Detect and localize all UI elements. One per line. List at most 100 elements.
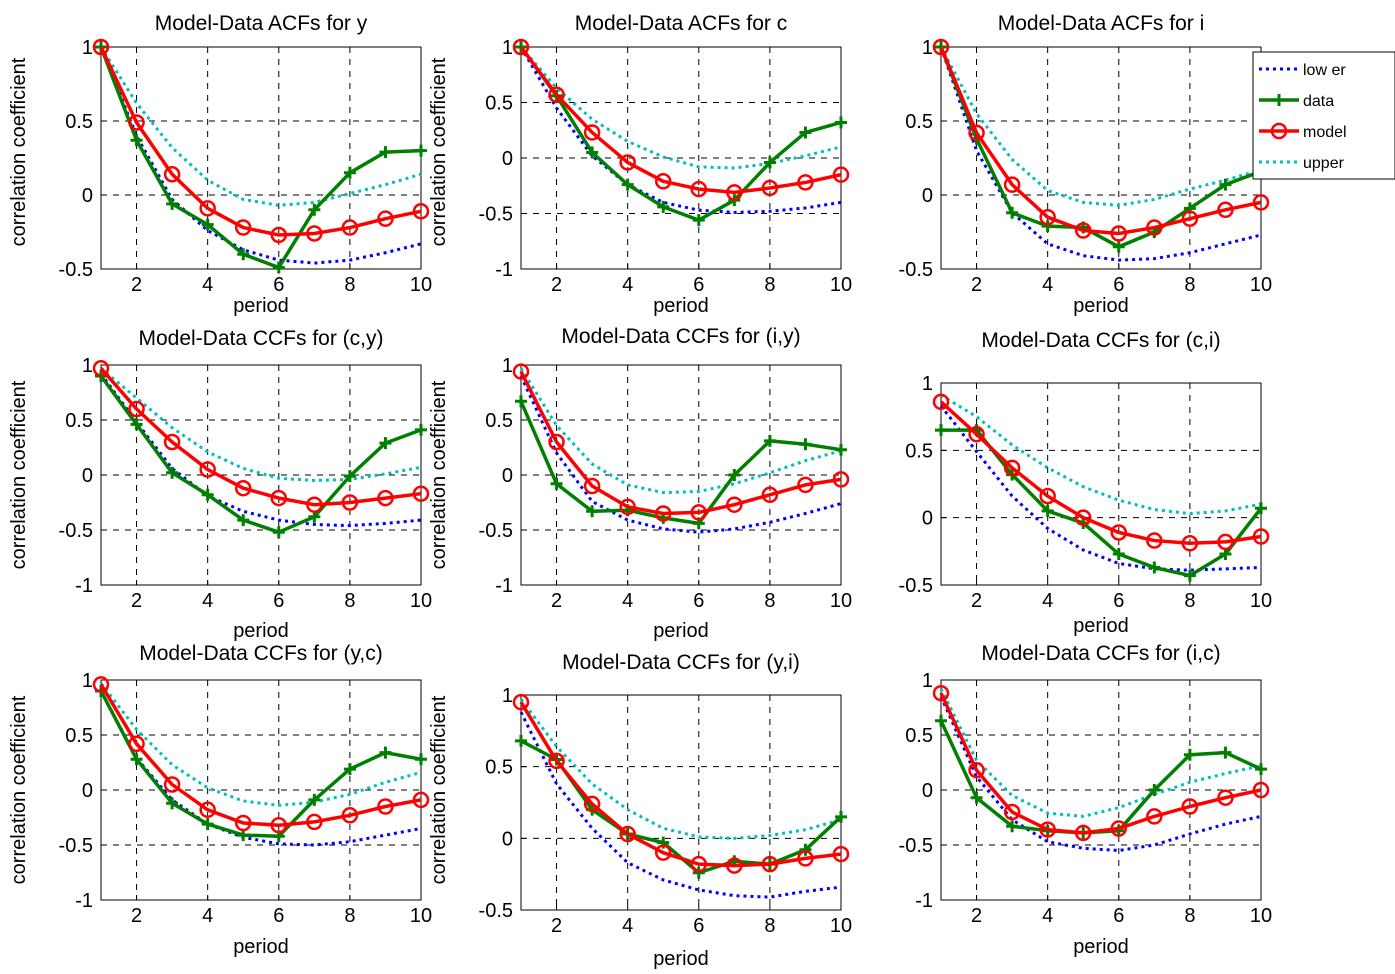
model-marker-9 <box>832 471 850 488</box>
x-axis-label: period <box>653 620 709 642</box>
x-tick-label: 6 <box>1113 274 1124 296</box>
y-tick-label: -1 <box>75 575 93 597</box>
x-tick-label: 6 <box>273 590 284 612</box>
y-tick-label: 0 <box>82 465 93 487</box>
data-marker-2 <box>166 797 179 810</box>
data-marker-7 <box>343 470 356 483</box>
model-marker-3 <box>199 200 216 217</box>
x-tick-label: 2 <box>551 274 562 296</box>
model-marker-2 <box>583 795 601 813</box>
data-series-line <box>99 46 422 270</box>
model-marker-6 <box>1146 219 1163 236</box>
model-series-line <box>99 46 422 237</box>
y-tick-label: 0.5 <box>65 725 93 747</box>
data-marker-9 <box>415 423 427 436</box>
lower-series-line <box>519 375 842 534</box>
model-marker-6 <box>726 496 743 513</box>
model-series-line <box>519 45 842 195</box>
y-tick-label: 1 <box>502 355 513 377</box>
model-marker-0 <box>92 360 110 377</box>
panel-title: Model-Data ACFs for c <box>575 12 787 35</box>
y-tick-label: -1 <box>915 890 933 912</box>
model-marker-9 <box>412 485 430 502</box>
model-marker-3 <box>199 461 216 478</box>
x-tick-label: 8 <box>344 905 355 927</box>
model-marker-5 <box>690 180 708 198</box>
data-marker-7 <box>763 156 776 169</box>
x-axis-label: period <box>1073 615 1129 637</box>
model-marker-3 <box>1039 821 1056 838</box>
data-marker-2 <box>586 505 599 518</box>
x-tick-label: 6 <box>1113 905 1124 927</box>
data-marker-6 <box>308 793 321 806</box>
data-marker-7 <box>763 434 776 447</box>
x-tick-label: 8 <box>1184 274 1195 296</box>
model-marker-5 <box>690 855 708 873</box>
data-series-line <box>519 400 842 526</box>
x-tick-label: 10 <box>830 274 852 296</box>
model-marker-2 <box>163 166 181 183</box>
model-marker-3 <box>619 825 636 843</box>
y-tick-label: -0.5 <box>899 259 933 281</box>
model-marker-2 <box>163 776 181 793</box>
data-marker-6 <box>728 469 741 481</box>
model-marker-8 <box>1217 789 1234 806</box>
data-series-line <box>99 690 422 838</box>
model-marker-7 <box>341 494 359 511</box>
x-tick-label: 2 <box>971 590 982 612</box>
lower-series-line <box>519 46 842 214</box>
x-tick-label: 8 <box>764 590 775 612</box>
model-marker-3 <box>1039 208 1056 226</box>
y-tick-label: 0 <box>82 780 93 802</box>
model-marker-4 <box>1074 824 1092 842</box>
data-marker-7 <box>1183 569 1196 582</box>
model-marker-1 <box>128 114 145 131</box>
model-marker-9 <box>412 203 430 220</box>
model-marker-5 <box>1110 225 1128 242</box>
legend-marker-model <box>1270 122 1288 140</box>
data-marker-1 <box>970 791 983 804</box>
y-axis-label: correlation coefficient <box>428 380 450 569</box>
model-marker-5 <box>1110 524 1128 541</box>
x-tick-label: 10 <box>830 915 852 937</box>
y-axis-label: correlation coefficient <box>428 57 450 246</box>
y-tick-label: -0.5 <box>59 520 93 542</box>
data-series-line <box>519 45 842 222</box>
model-marker-5 <box>1110 820 1128 837</box>
x-tick-label: 8 <box>1184 590 1195 612</box>
data-marker-8 <box>379 146 392 159</box>
data-marker-3 <box>201 488 214 501</box>
x-tick-label: 6 <box>1113 590 1124 612</box>
legend-box <box>1252 51 1395 180</box>
model-marker-9 <box>1252 194 1270 211</box>
data-marker-9 <box>415 753 427 766</box>
legend-label-lower: low er <box>1303 62 1346 79</box>
panel-title: Model-Data ACFs for i <box>998 12 1205 35</box>
data-marker-7 <box>1183 748 1196 761</box>
model-marker-4 <box>234 479 252 497</box>
model-marker-2 <box>1003 459 1021 477</box>
y-tick-label: 0.5 <box>65 410 93 432</box>
data-marker-2 <box>166 466 179 479</box>
model-marker-3 <box>199 801 216 819</box>
x-tick-label: 2 <box>551 590 562 612</box>
model-marker-6 <box>306 813 323 831</box>
model-marker-5 <box>270 226 288 244</box>
y-tick-label: -1 <box>495 259 513 281</box>
model-marker-8 <box>1217 533 1234 551</box>
x-tick-label: 10 <box>830 590 852 612</box>
x-axis-label: period <box>233 295 289 317</box>
data-marker-0 <box>935 714 947 727</box>
data-marker-0 <box>515 734 527 747</box>
model-marker-8 <box>797 476 814 494</box>
data-marker-3 <box>201 818 214 831</box>
model-marker-0 <box>92 38 110 56</box>
y-tick-label: -0.5 <box>59 835 93 857</box>
model-marker-6 <box>306 496 323 513</box>
data-marker-1 <box>130 753 143 766</box>
x-tick-label: 4 <box>202 905 213 927</box>
data-marker-1 <box>550 477 563 490</box>
y-tick-label: 0 <box>502 828 513 850</box>
data-marker-1 <box>130 418 143 431</box>
model-marker-7 <box>761 179 779 197</box>
